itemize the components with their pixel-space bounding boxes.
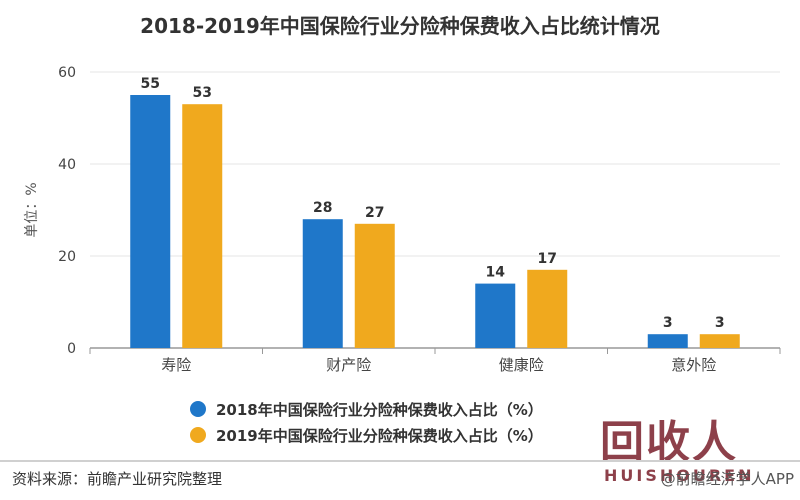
source-note: 资料来源：前瞻产业研究院整理 <box>12 470 223 488</box>
bar-2018 <box>302 219 343 348</box>
watermark-sub-text: HUISHOUREN <box>604 466 755 485</box>
data-label: 3 <box>663 315 673 331</box>
x-tick-label: 意外险 <box>671 356 716 374</box>
data-label: 3 <box>715 315 725 331</box>
data-label: 28 <box>313 200 332 216</box>
legend-marker-2018 <box>190 401 206 417</box>
x-tick-label: 寿险 <box>161 356 191 374</box>
y-tick-label: 40 <box>58 157 76 173</box>
footer: 资料来源：前瞻产业研究院整理 @前瞻经济学人APP <box>0 460 800 500</box>
data-label: 14 <box>486 265 506 281</box>
legend-item-2018: 2018年中国保险行业分险种保费收入占比（%） <box>190 396 543 422</box>
y-axis-label: 单位：% <box>24 182 40 237</box>
bar-2019 <box>699 334 740 348</box>
legend-item-2019: 2019年中国保险行业分险种保费收入占比（%） <box>190 422 543 448</box>
data-label: 27 <box>365 205 384 221</box>
bar-2019 <box>182 104 223 348</box>
legend-marker-2019 <box>190 427 206 443</box>
data-label: 55 <box>141 76 160 92</box>
watermark-main-text: 回收人 <box>600 417 738 468</box>
data-label: 53 <box>193 85 212 101</box>
credit-note: @前瞻经济学人APP <box>660 470 794 488</box>
y-tick-label: 60 <box>58 65 76 81</box>
legend-label-2018: 2018年中国保险行业分险种保费收入占比（%） <box>216 400 543 419</box>
bar-2018 <box>130 95 171 348</box>
bar-2019 <box>527 269 568 348</box>
watermark-logo: 回收人 HUISHOUREN <box>592 402 792 494</box>
bar-2018 <box>475 283 516 348</box>
y-tick-label: 20 <box>58 249 76 265</box>
legend-label-2019: 2019年中国保险行业分险种保费收入占比（%） <box>216 426 543 445</box>
legend: 2018年中国保险行业分险种保费收入占比（%） 2019年中国保险行业分险种保费… <box>190 396 543 448</box>
x-tick-label: 健康险 <box>499 356 544 374</box>
y-tick-label: 0 <box>67 341 76 357</box>
chart-title: 2018-2019年中国保险行业分险种保费收入占比统计情况 <box>140 14 660 38</box>
bar-2018 <box>647 334 688 348</box>
bar-2019 <box>354 223 395 348</box>
data-label: 17 <box>538 251 557 267</box>
bar-chart: 0 20 40 60 单位：% 寿险 55 53 财产险 28 27 健康险 14 17 意外险 3 3 <box>24 65 781 374</box>
x-tick-label: 财产险 <box>326 356 371 374</box>
